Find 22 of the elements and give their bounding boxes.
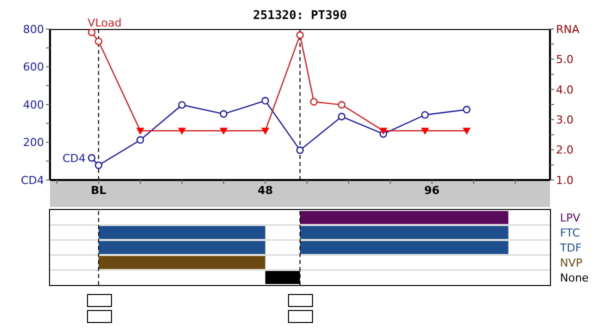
y2-tick-label: 1.0 bbox=[556, 174, 574, 187]
y-tick-label: NVP bbox=[560, 256, 583, 270]
series-label: VLoad bbox=[88, 16, 122, 30]
y2-tick-label: RNA bbox=[556, 22, 580, 36]
y-tick-label: 400 bbox=[23, 98, 44, 112]
chart-title: 251320: PT390 bbox=[253, 8, 347, 22]
y-tick-label: LPV bbox=[560, 212, 581, 224]
y-tick-label: 200 bbox=[23, 136, 44, 150]
y-tick-label: 600 bbox=[23, 60, 44, 74]
x-tick-label: 96 bbox=[424, 184, 440, 197]
y2-tick-label: 5.0 bbox=[556, 53, 574, 66]
y2-tick-label: 4.0 bbox=[556, 83, 574, 96]
y-tick-label: FTC bbox=[560, 226, 580, 240]
series-label: CD4 bbox=[62, 152, 86, 165]
x-tick-label: 48 bbox=[258, 184, 273, 197]
y-tick-label: 800 bbox=[23, 22, 44, 36]
x-tick-label: BL bbox=[90, 184, 106, 197]
y-tick-label: CD4 bbox=[20, 174, 44, 187]
y2-tick-label: 2.0 bbox=[556, 144, 574, 157]
y2-tick-label: 3.0 bbox=[556, 114, 574, 127]
y-tick-label: None bbox=[560, 272, 589, 284]
y-tick-label: TDF bbox=[559, 242, 582, 254]
